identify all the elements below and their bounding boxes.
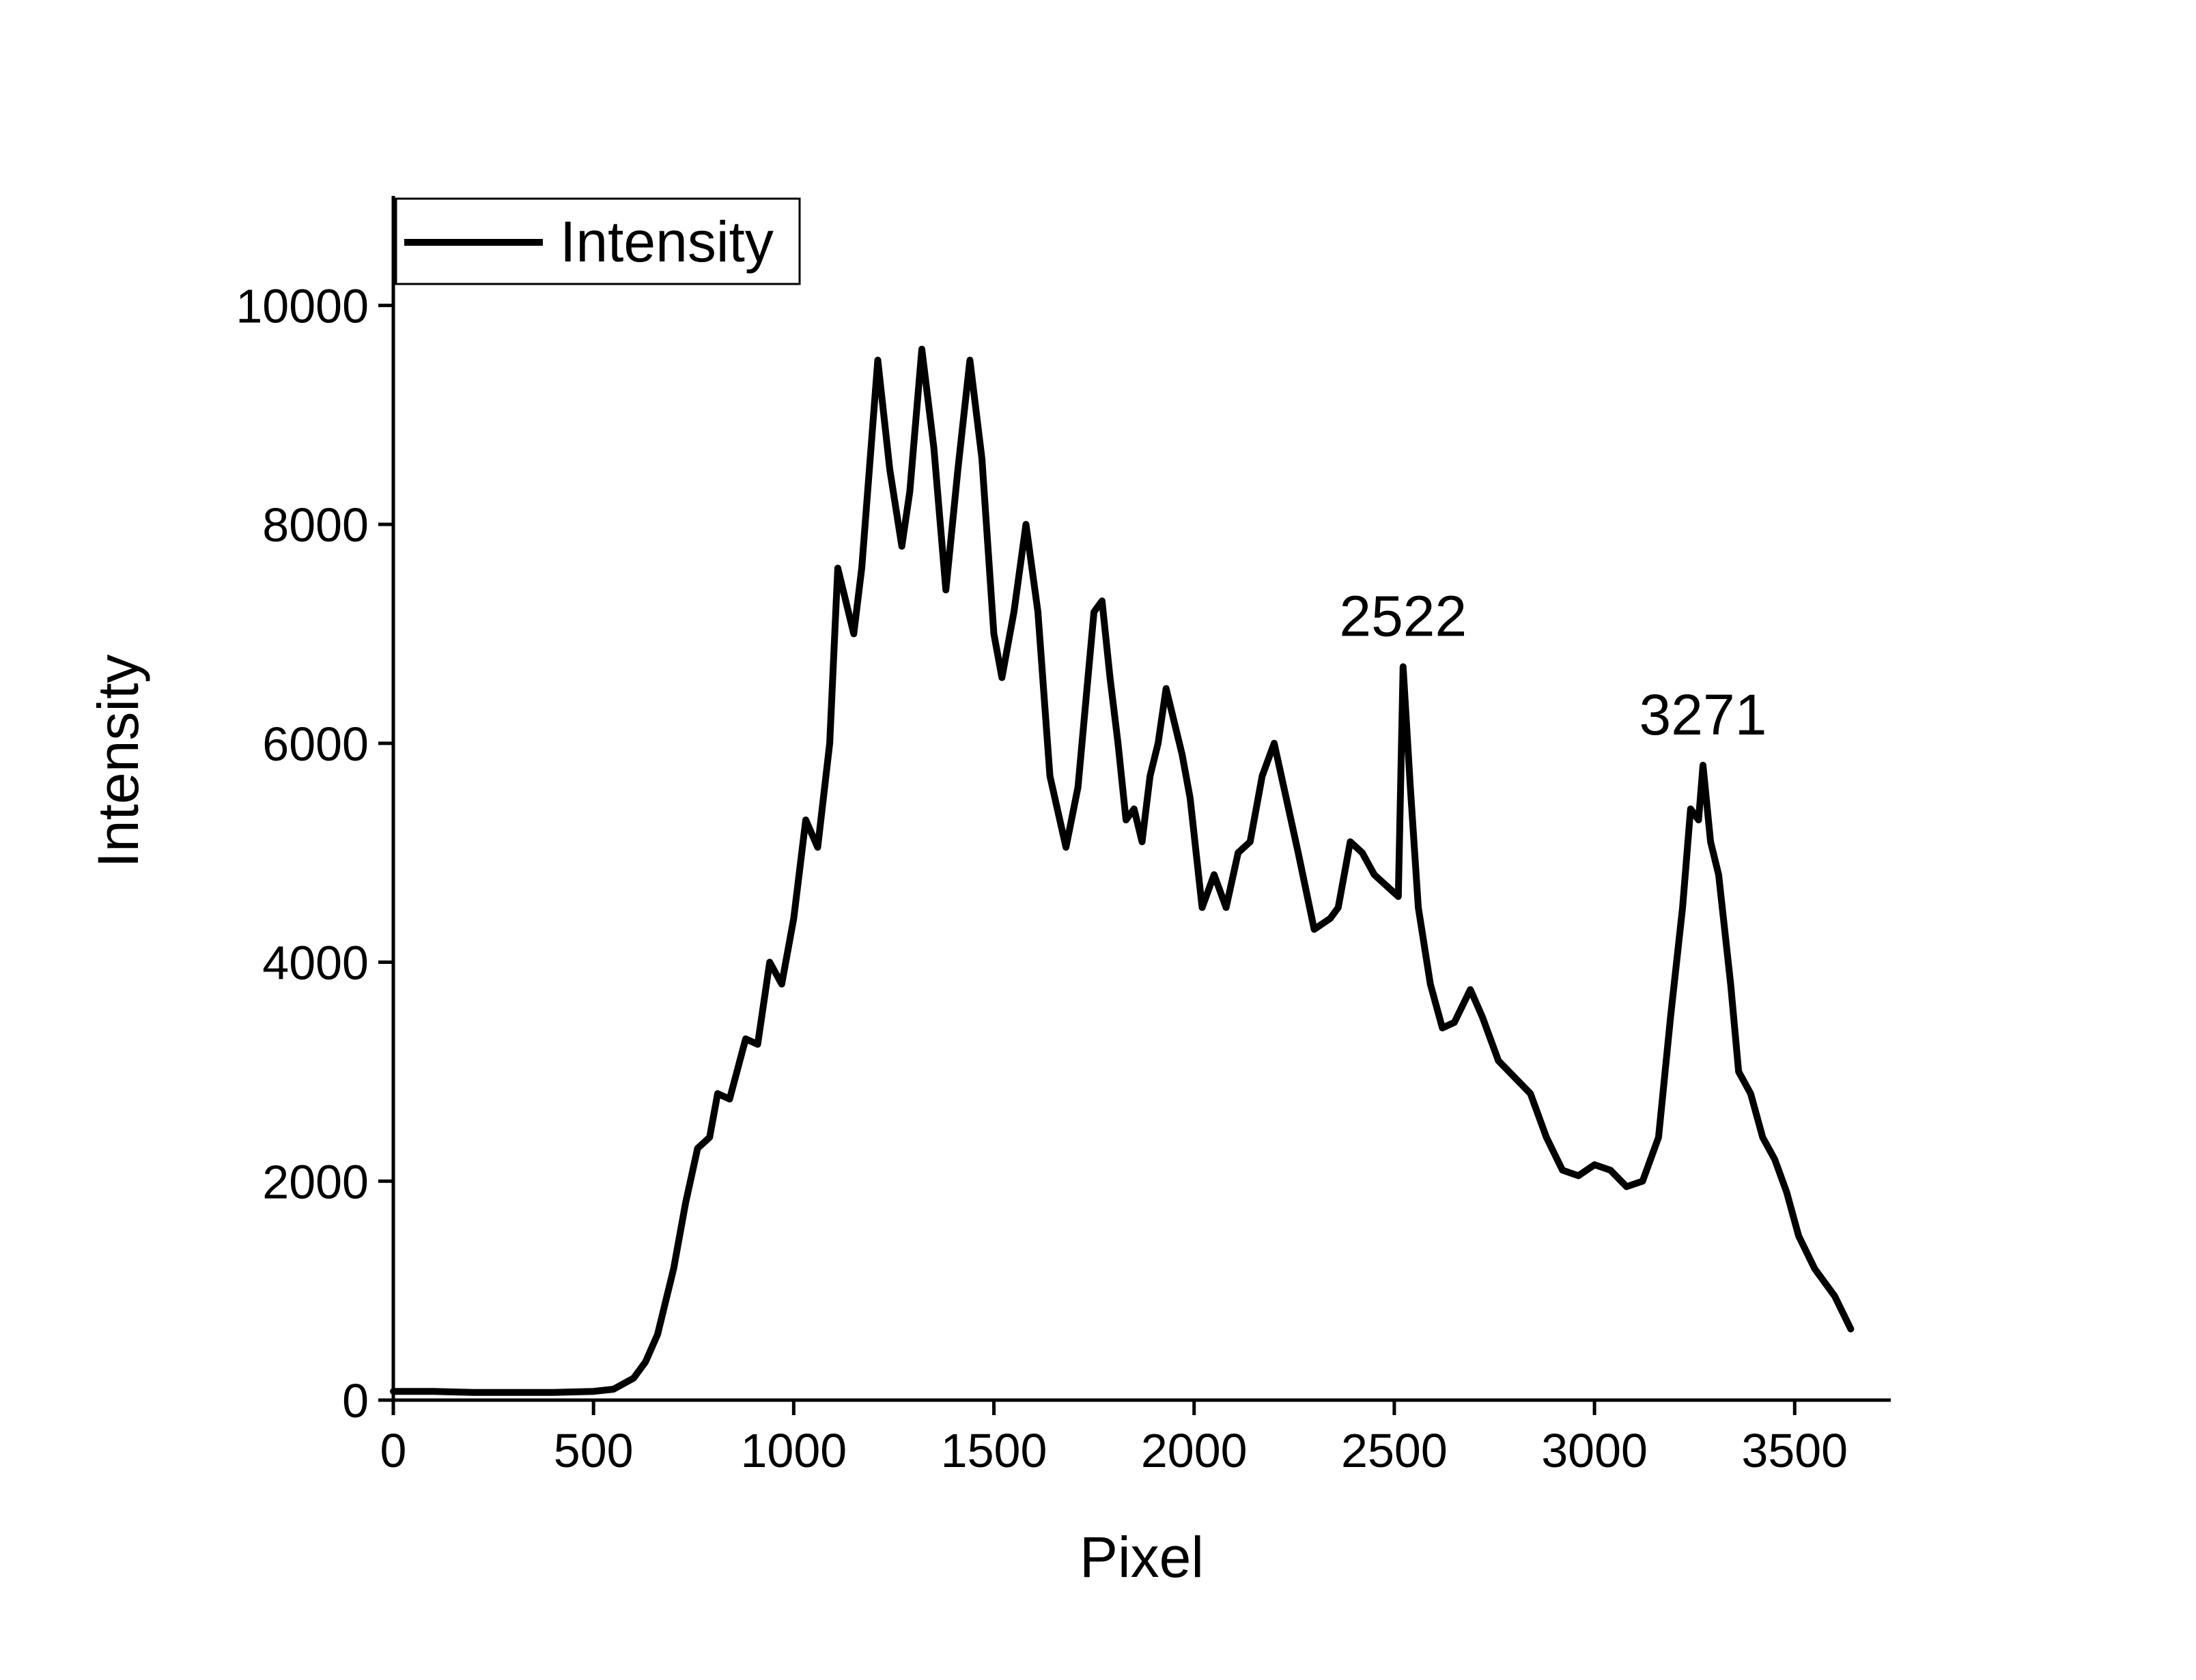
- x-tick-label: 1000: [740, 1424, 847, 1477]
- y-tick-label: 10000: [236, 279, 369, 332]
- x-tick-label: 2000: [1141, 1424, 1248, 1477]
- x-tick-label: 1500: [941, 1424, 1047, 1477]
- x-axis-title: Pixel: [1080, 1525, 1204, 1589]
- annotation: 3271: [1639, 683, 1767, 747]
- data-line: [390, 345, 1855, 1396]
- annotation: 2522: [1339, 584, 1467, 649]
- y-tick-label: 8000: [262, 498, 369, 552]
- y-tick-label: 2000: [262, 1155, 369, 1208]
- x-tick-label: 0: [380, 1424, 407, 1477]
- x-tick-label: 3500: [1741, 1424, 1848, 1477]
- y-axis-title: Intensity: [86, 655, 150, 868]
- x-tick-label: 3000: [1541, 1424, 1648, 1477]
- x-tick-label: 500: [554, 1424, 634, 1477]
- y-tick-label: 0: [342, 1374, 369, 1427]
- legend-label: Intensity: [560, 210, 774, 274]
- y-tick-label: 6000: [262, 717, 369, 771]
- x-tick-label: 2500: [1341, 1424, 1448, 1477]
- y-tick-label: 4000: [262, 937, 369, 990]
